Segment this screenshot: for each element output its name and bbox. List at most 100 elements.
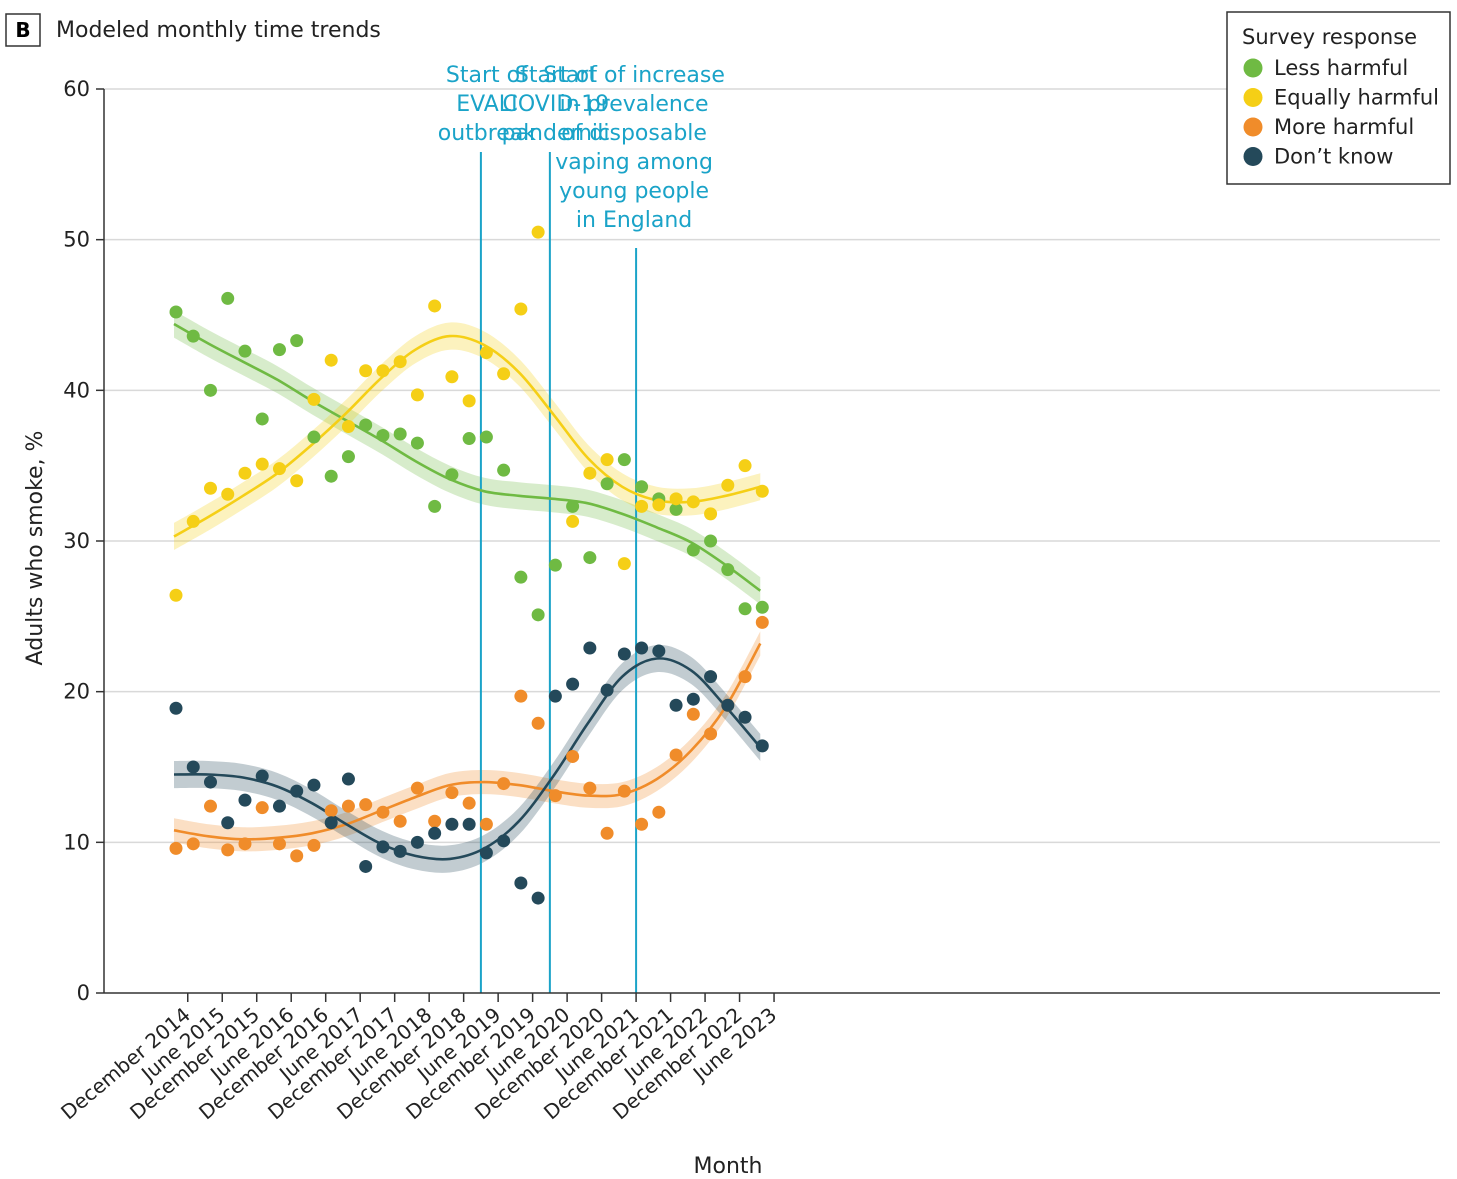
data-point [445, 468, 459, 482]
data-point [221, 291, 235, 305]
legend-label: Less harmful [1274, 56, 1408, 80]
data-point [341, 799, 355, 813]
panel-letter: B [15, 18, 30, 42]
data-point [359, 364, 373, 378]
data-point [566, 677, 580, 691]
data-point [600, 826, 614, 840]
legend-items: Less harmful Equally harmful More harmful D… [1243, 56, 1439, 169]
data-point [600, 477, 614, 491]
data-point [359, 418, 373, 432]
annotation-text: in prevalence [560, 92, 709, 117]
annotation-text: of disposable [561, 121, 707, 146]
data-point [307, 392, 321, 406]
legend: Survey response Less harmful Equally harm… [1226, 11, 1451, 185]
y-tick-label: 50 [63, 228, 90, 252]
data-point [600, 683, 614, 697]
data-point [686, 692, 700, 706]
data-point [341, 419, 355, 433]
legend-title: Survey response [1242, 25, 1417, 49]
data-point [238, 466, 252, 480]
data-point [462, 796, 476, 810]
data-point [341, 450, 355, 464]
data-point [531, 225, 545, 239]
data-point [272, 343, 286, 357]
data-point [376, 364, 390, 378]
annotation-text: vaping among [555, 150, 713, 175]
data-point [635, 499, 649, 513]
legend-marker [1243, 58, 1263, 78]
y-axis-ticks: 0 10 20 30 40 50 60 [63, 77, 104, 1005]
data-point [531, 716, 545, 730]
data-point [635, 480, 649, 494]
data-point [186, 514, 200, 528]
data-point [652, 498, 666, 512]
legend-marker [1243, 117, 1263, 137]
data-point [255, 457, 269, 471]
data-point [479, 817, 493, 831]
confidence-band [174, 310, 761, 605]
data-point [566, 499, 580, 513]
data-point [566, 749, 580, 763]
data-point [617, 647, 631, 661]
data-point [566, 514, 580, 528]
gridlines [104, 88, 1440, 844]
data-point [531, 608, 545, 622]
data-point [169, 841, 183, 855]
annotation-lines [479, 152, 638, 993]
legend-marker [1243, 147, 1263, 166]
annotation-text: EVALI [456, 92, 517, 117]
data-point [410, 388, 424, 402]
annotation-text: Start of [446, 63, 529, 88]
data-point [497, 367, 511, 381]
annotations: Start of EVALI outbreak Start of COVID-19 pan… [438, 63, 725, 233]
data-point [669, 748, 683, 762]
data-point [755, 484, 769, 498]
data-point [600, 453, 614, 467]
data-point [548, 558, 562, 572]
data-point [497, 777, 511, 791]
annotation-text: in England [576, 208, 692, 233]
data-point [255, 769, 269, 783]
data-point [686, 707, 700, 721]
data-point [462, 817, 476, 831]
data-point [359, 798, 373, 812]
data-point [410, 781, 424, 795]
data-point [531, 891, 545, 905]
data-point [445, 786, 459, 800]
data-point [635, 817, 649, 831]
data-point [393, 844, 407, 858]
data-point [721, 478, 735, 492]
data-point [410, 436, 424, 450]
data-point [755, 600, 769, 614]
annotation-text: outbreak [438, 121, 537, 146]
data-point [290, 474, 304, 488]
legend-marker [1243, 88, 1263, 107]
data-point [428, 826, 442, 840]
data-point [479, 346, 493, 360]
data-point [583, 781, 597, 795]
trend-line [173, 642, 762, 841]
data-point [721, 563, 735, 577]
data-point [290, 334, 304, 348]
y-tick-label: 60 [63, 77, 90, 101]
annotation-text: pandemic [502, 121, 611, 146]
confidence-band [174, 322, 761, 550]
data-point [738, 459, 752, 473]
y-tick-label: 30 [63, 529, 90, 553]
data-point [376, 840, 390, 854]
trend-line [173, 657, 762, 861]
data-point [686, 495, 700, 509]
data-point [324, 804, 338, 818]
data-point [583, 551, 597, 565]
data-point [324, 469, 338, 483]
data-point [548, 689, 562, 703]
data-point [307, 838, 321, 852]
annotation-text: Start of [515, 63, 598, 88]
data-point [755, 739, 769, 753]
annotation-text: COVID-19 [503, 92, 610, 117]
y-axis-label: Adults who smoke, % [23, 431, 48, 666]
data-point [738, 670, 752, 684]
data-point [755, 615, 769, 629]
data-point [514, 689, 528, 703]
